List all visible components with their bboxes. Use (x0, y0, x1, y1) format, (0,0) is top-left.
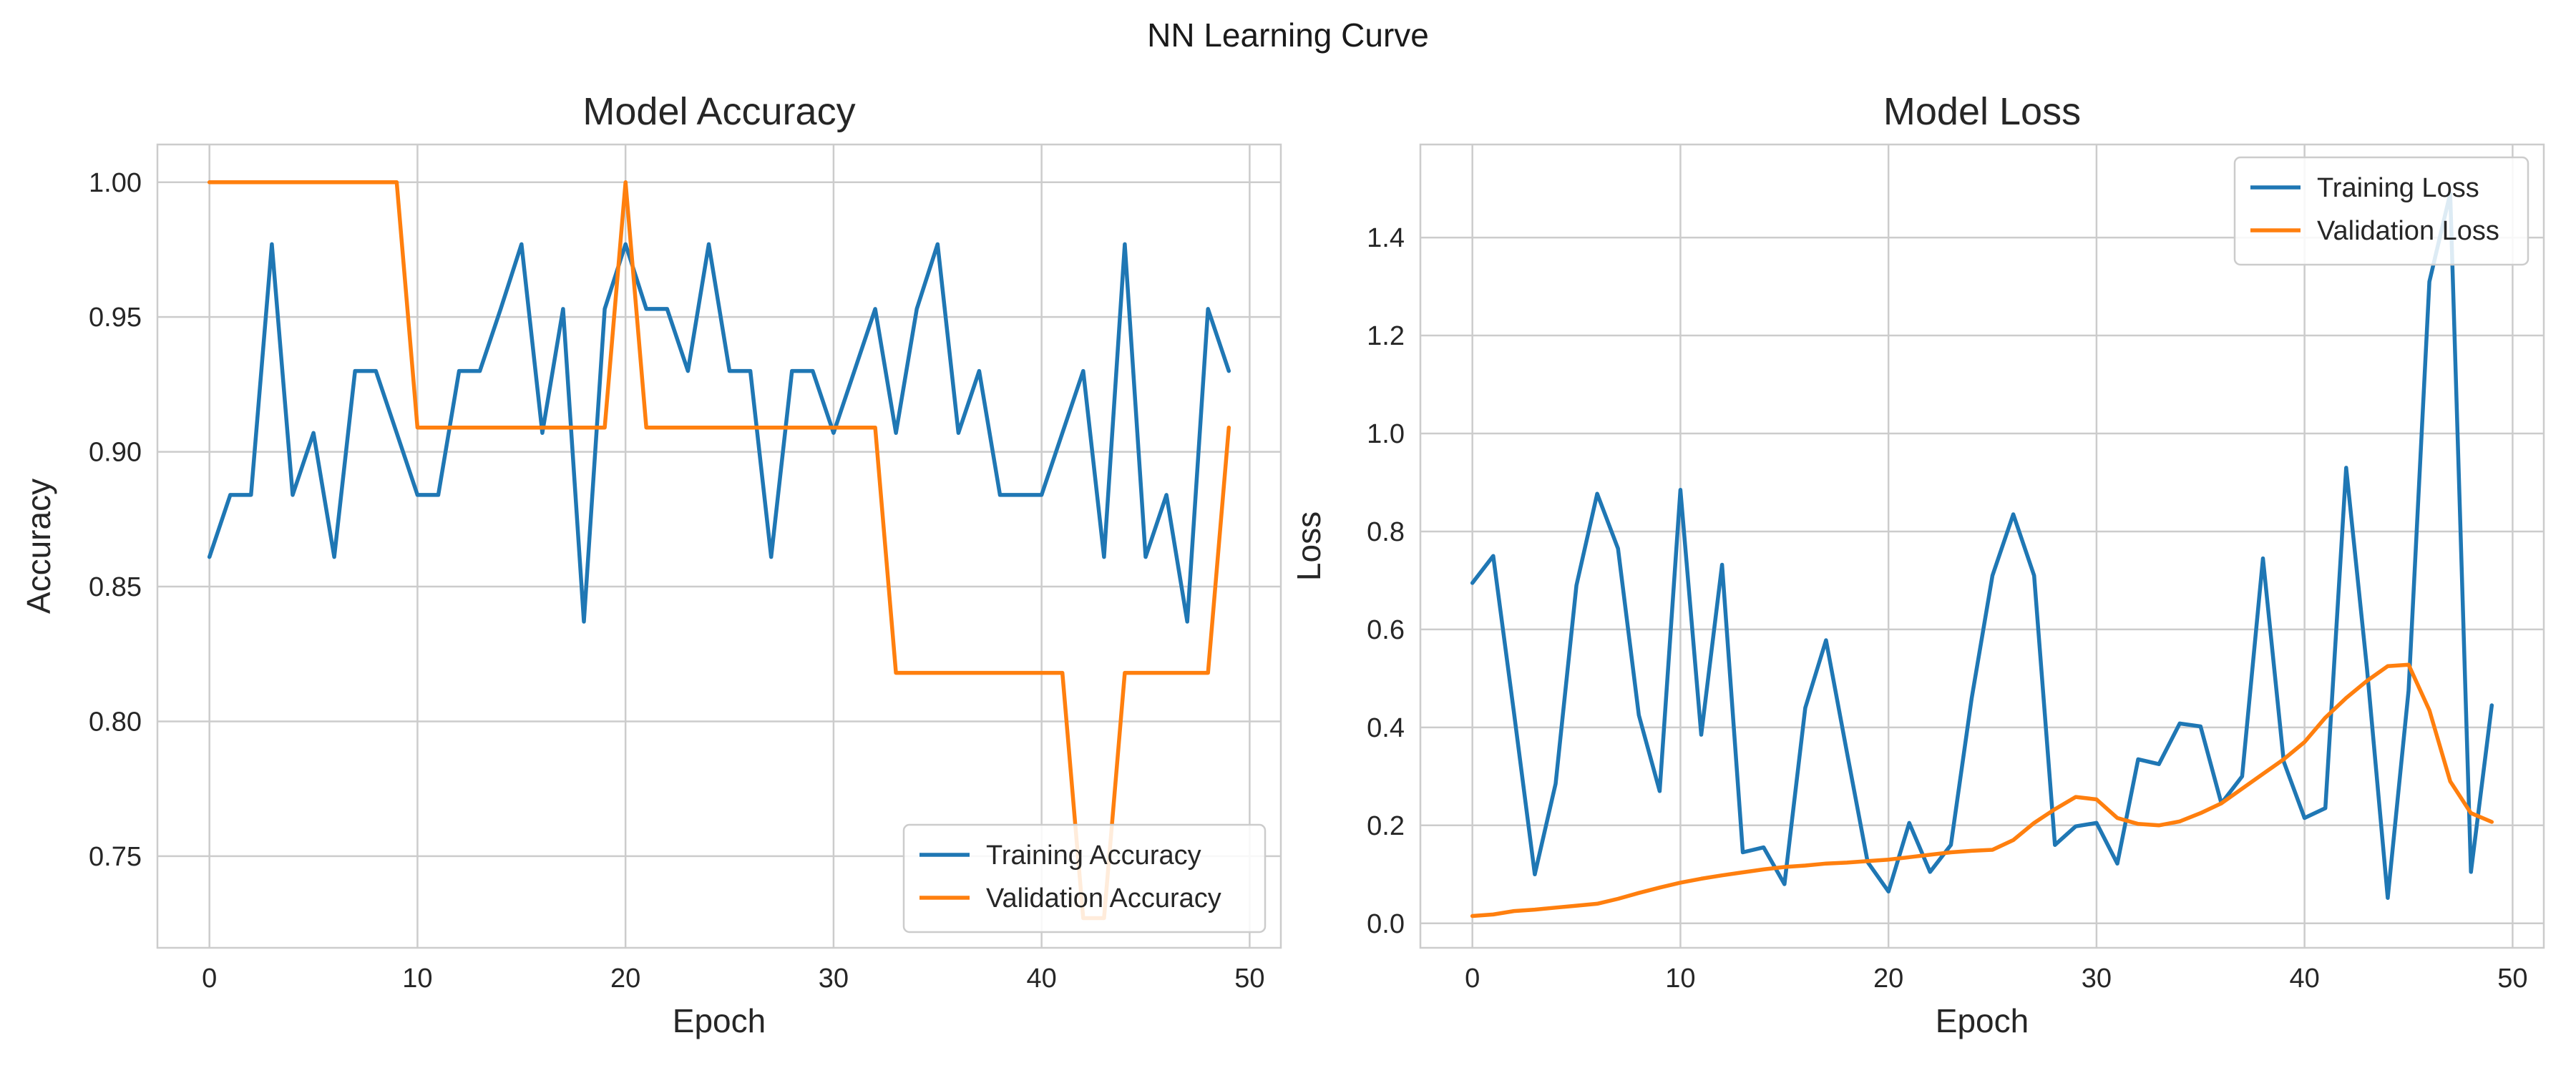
x-tick-label: 0 (1465, 964, 1480, 994)
y-tick-label: 1.4 (1367, 223, 1405, 253)
y-axis-label: Accuracy (20, 479, 57, 614)
y-tick-label: 0.90 (89, 438, 142, 468)
y-tick-label: 1.2 (1367, 321, 1405, 351)
legend-box (902, 823, 1267, 934)
x-tick-label: 50 (2497, 964, 2527, 994)
chart-panel-2: 0 10 20 30 40 50 0.0 0.2 0.4 0.6 0.8 1.0 1.2 1.4 Model… (1290, 90, 2545, 1039)
chart-title: Model Loss (1883, 90, 2081, 133)
y-tick-label: 0.2 (1367, 811, 1405, 841)
x-tick-label: 20 (610, 964, 640, 994)
x-tick-label: 10 (402, 964, 432, 994)
x-tick-label: 30 (2082, 964, 2112, 994)
x-tick-label: 0 (202, 964, 217, 994)
y-axis-label: Loss (1290, 511, 1327, 581)
y-tick-label: 0.80 (89, 707, 142, 737)
y-tick-label: 1.00 (89, 168, 142, 198)
x-tick-label: 20 (1873, 964, 1903, 994)
y-tick-label: 0.6 (1367, 615, 1405, 645)
x-tick-label: 40 (1027, 964, 1057, 994)
legend-label: Validation Accuracy (986, 883, 1221, 913)
x-axis-label: Epoch (1936, 1002, 2029, 1039)
chart-panel-1: 0 10 20 30 40 50 0.75 0.80 0.85 0.90 0.95 1.00 Model… (20, 90, 1282, 1039)
y-tick-label: 0.4 (1367, 713, 1405, 743)
series-line-training (1470, 191, 2494, 900)
x-axis-label: Epoch (673, 1002, 766, 1039)
legend-box (2233, 156, 2529, 266)
y-tick-label: 0.95 (89, 303, 142, 333)
legend-label: Training Loss (2317, 173, 2479, 203)
plot-frame (1419, 143, 2545, 949)
legend-label: Validation Loss (2317, 216, 2499, 246)
x-tick-label: 40 (2290, 964, 2320, 994)
chart-title: Model Accuracy (582, 90, 855, 133)
y-tick-label: 1.0 (1367, 419, 1405, 449)
plot-frame (156, 143, 1282, 949)
x-tick-label: 30 (819, 964, 849, 994)
series-line-validation (1470, 662, 2494, 918)
legend: Training Accuracy Validation Accuracy (902, 823, 1267, 934)
figure-suptitle: NN Learning Curve (1147, 16, 1429, 54)
x-tick-label: 10 (1665, 964, 1695, 994)
series-line-training (207, 242, 1231, 624)
series-line-validation (207, 180, 1231, 921)
legend: Training Loss Validation Loss (2233, 156, 2529, 266)
y-tick-label: 0.75 (89, 842, 142, 872)
y-tick-label: 0.0 (1367, 909, 1405, 939)
y-tick-label: 0.85 (89, 572, 142, 602)
y-tick-label: 0.8 (1367, 517, 1405, 547)
x-tick-label: 50 (1234, 964, 1264, 994)
legend-label: Training Accuracy (986, 841, 1201, 871)
